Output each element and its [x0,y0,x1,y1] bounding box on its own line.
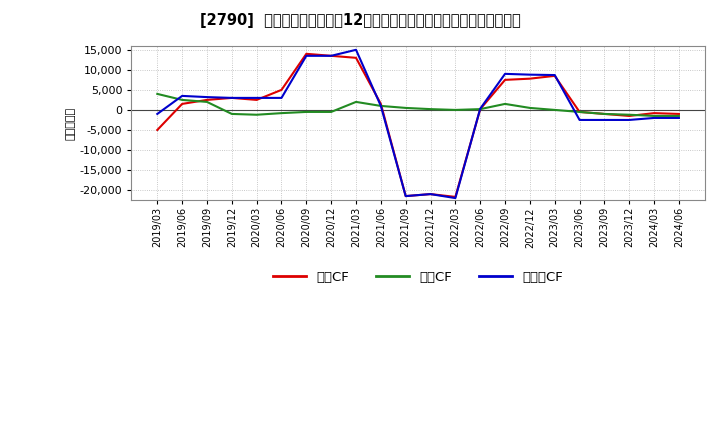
投資CF [476,106,485,112]
営業CF [277,87,286,92]
投資CF [649,113,658,118]
投資CF [426,106,435,112]
投資CF [526,105,534,110]
営業CF [377,101,385,106]
営業CF [426,191,435,197]
Line: フリーCF: フリーCF [157,50,679,198]
営業CF [526,76,534,81]
フリーCF [500,71,509,77]
営業CF [451,194,459,199]
フリーCF [202,95,211,100]
Line: 営業CF: 営業CF [157,54,679,197]
フリーCF [451,195,459,201]
投資CF [625,112,634,117]
フリーCF [178,93,186,99]
Y-axis label: （百万円）: （百万円） [66,106,76,139]
投資CF [550,107,559,113]
フリーCF [550,73,559,78]
投資CF [377,103,385,109]
営業CF [675,111,683,117]
投資CF [500,101,509,106]
フリーCF [277,95,286,101]
営業CF [302,51,310,56]
フリーCF [625,117,634,123]
フリーCF [302,53,310,59]
フリーCF [575,117,584,123]
投資CF [252,112,261,117]
投資CF [675,113,683,118]
投資CF [277,110,286,116]
投資CF [351,99,360,105]
Legend: 営業CF, 投資CF, フリーCF: 営業CF, 投資CF, フリーCF [268,265,568,289]
フリーCF [401,194,410,199]
フリーCF [476,106,485,111]
投資CF [302,109,310,114]
営業CF [401,194,410,199]
フリーCF [228,95,236,101]
フリーCF [153,111,161,117]
投資CF [228,111,236,117]
投資CF [600,111,608,117]
営業CF [625,113,634,118]
投資CF [327,109,336,114]
営業CF [252,97,261,103]
フリーCF [600,117,608,123]
フリーCF [377,103,385,109]
営業CF [476,106,485,112]
Text: [2790]  キャッシュフローの12か月移動合計の対前年同期増減額の推移: [2790] キャッシュフローの12か月移動合計の対前年同期増減額の推移 [199,13,521,28]
営業CF [575,109,584,114]
営業CF [351,55,360,60]
投資CF [451,107,459,113]
営業CF [550,73,559,78]
Line: 投資CF: 投資CF [157,94,679,116]
フリーCF [426,191,435,197]
営業CF [178,101,186,106]
営業CF [500,77,509,83]
営業CF [202,97,211,103]
フリーCF [351,47,360,52]
投資CF [202,99,211,105]
投資CF [575,109,584,114]
フリーCF [327,53,336,59]
フリーCF [252,95,261,101]
営業CF [327,53,336,59]
フリーCF [649,115,658,121]
フリーCF [526,72,534,77]
フリーCF [675,115,683,121]
投資CF [153,91,161,96]
営業CF [600,111,608,117]
投資CF [401,105,410,110]
営業CF [228,95,236,101]
投資CF [178,97,186,103]
営業CF [153,127,161,132]
営業CF [649,110,658,116]
